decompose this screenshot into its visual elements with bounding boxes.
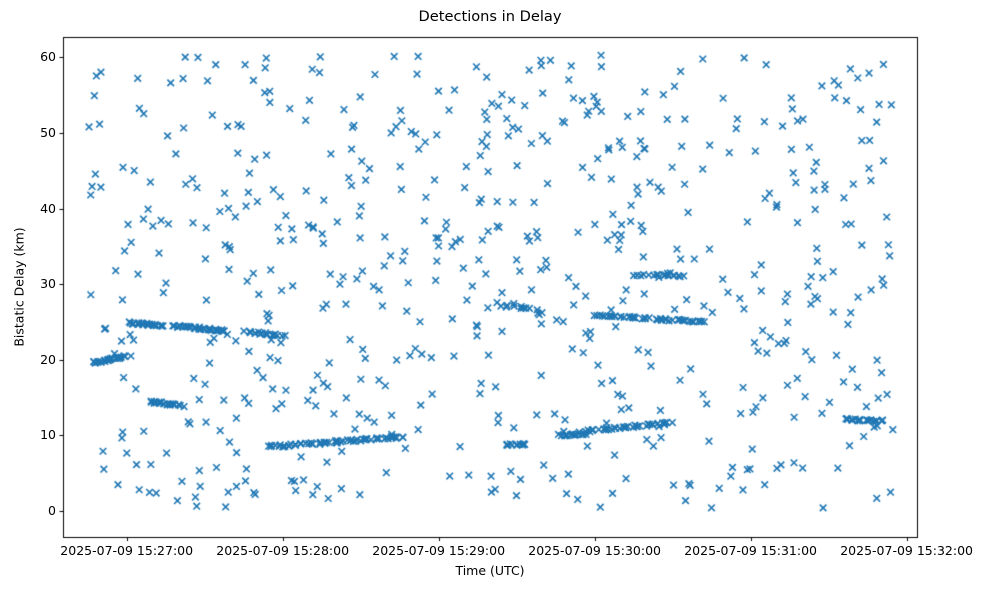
- y-tick-label: 30: [40, 276, 56, 292]
- y-tick-label: 40: [40, 200, 56, 216]
- y-axis-label: Bistatic Delay (km): [11, 227, 27, 347]
- y-tick-label: 0: [48, 502, 56, 518]
- y-tick-label: 60: [40, 49, 56, 65]
- x-tick-label: 2025-07-09 15:28:00: [216, 543, 350, 558]
- x-tick-label: 2025-07-09 15:30:00: [528, 543, 662, 558]
- y-tick-label: 20: [40, 351, 56, 367]
- y-tick-label: 10: [40, 427, 56, 443]
- x-tick-label: 2025-07-09 15:29:00: [372, 543, 506, 558]
- x-tick-label: 2025-07-09 15:32:00: [840, 543, 973, 558]
- x-tick-label: 2025-07-09 15:31:00: [684, 543, 817, 558]
- y-tick-label: 50: [40, 124, 56, 140]
- x-axis-label: Time (UTC): [455, 563, 525, 578]
- x-tick-label: 2025-07-09 15:27:00: [60, 543, 194, 558]
- chart-title: Detections in Delay: [418, 8, 562, 25]
